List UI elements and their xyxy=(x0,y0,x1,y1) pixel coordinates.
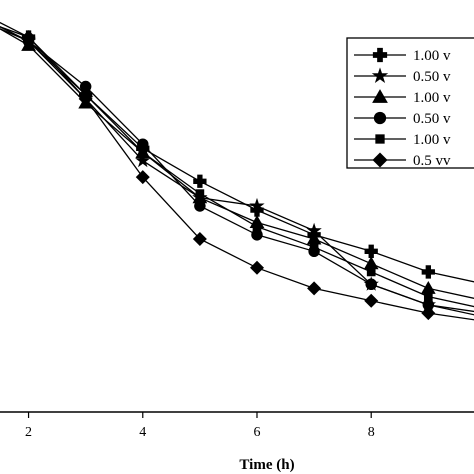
legend-entry: 1.00 v xyxy=(354,132,451,148)
series-line xyxy=(0,21,474,283)
legend-marker xyxy=(375,134,385,144)
x-tick-label: 8 xyxy=(368,425,375,440)
legend-entry: 1.00 v xyxy=(354,47,451,64)
data-point xyxy=(195,189,205,198)
x-axis-title: Time (h) xyxy=(239,457,294,473)
x-tick-label: 6 xyxy=(253,425,260,440)
legend-marker xyxy=(372,89,388,103)
data-point xyxy=(78,91,93,106)
data-point xyxy=(250,203,264,217)
data-point xyxy=(249,260,264,275)
legend-label: 0.50 v xyxy=(413,111,451,127)
legend: 1.00 v 0.50 v 1.00 v 0.50 v 1.00 v 0.5 vv xyxy=(346,37,474,169)
data-point xyxy=(306,231,322,245)
legend-marker xyxy=(372,152,388,168)
legend-label: 1.00 v xyxy=(413,48,451,64)
legend-label: 0.5 vv xyxy=(413,153,451,169)
legend-box xyxy=(346,37,474,169)
x-tick-label: 4 xyxy=(139,425,146,440)
legend-label: 1.00 v xyxy=(413,132,451,148)
data-point xyxy=(192,231,207,246)
data-point xyxy=(309,242,319,252)
data-point xyxy=(364,293,379,308)
data-point xyxy=(422,299,435,311)
series-4 xyxy=(0,28,474,313)
series-6 xyxy=(0,26,474,321)
data-point xyxy=(138,148,148,157)
legend-entry: 0.50 v xyxy=(354,67,451,85)
data-point xyxy=(365,278,377,291)
legend-marker xyxy=(372,47,388,63)
legend-label: 1.00 v xyxy=(413,90,451,106)
data-point xyxy=(363,256,379,270)
series-line xyxy=(0,26,474,321)
data-point xyxy=(135,152,151,168)
x-tick-label: 2 xyxy=(25,425,32,440)
data-point xyxy=(364,244,378,258)
legend-entry: 1.00 v xyxy=(354,89,451,106)
data-point xyxy=(194,200,206,212)
x-tick-group: 2 4 6 8 xyxy=(25,412,375,440)
legend-marker xyxy=(371,67,389,83)
data-point xyxy=(420,281,436,294)
data-point xyxy=(421,306,436,321)
data-point xyxy=(79,80,92,93)
data-point xyxy=(423,292,433,301)
data-point xyxy=(421,265,435,279)
series-layer xyxy=(0,21,474,321)
legend-marker xyxy=(373,111,387,125)
data-point xyxy=(137,138,149,150)
data-point xyxy=(306,222,322,238)
legend-entry: 0.50 v xyxy=(354,111,451,127)
data-point xyxy=(135,170,150,185)
data-point xyxy=(252,222,262,231)
data-point xyxy=(21,30,36,45)
series-line xyxy=(0,28,474,313)
data-point xyxy=(193,174,207,188)
legend-label: 0.50 v xyxy=(413,69,451,85)
data-point xyxy=(251,229,263,241)
legend-entry: 0.5 vv xyxy=(354,152,451,169)
data-point xyxy=(307,281,322,296)
data-point xyxy=(366,267,376,277)
data-point xyxy=(249,197,265,213)
